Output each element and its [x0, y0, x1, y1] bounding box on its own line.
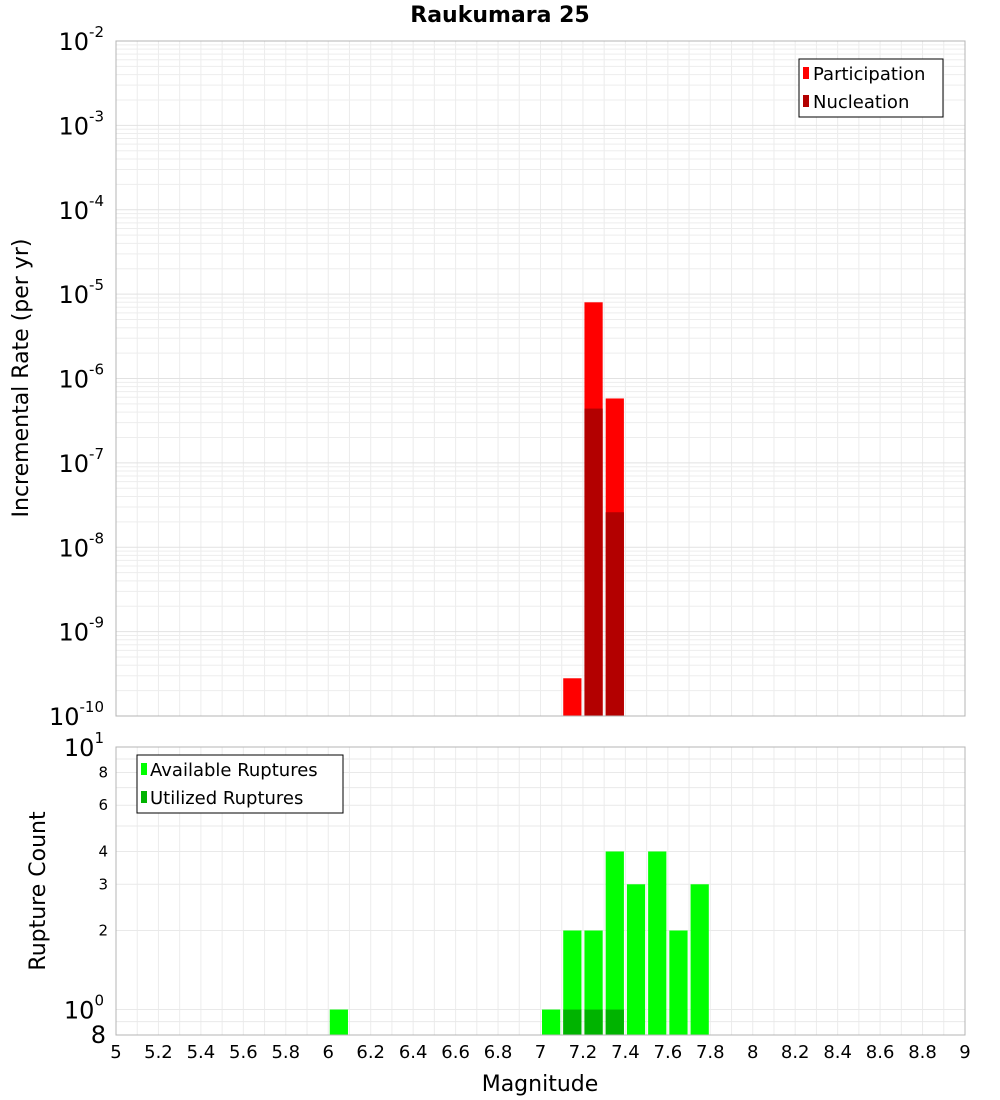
- available-ruptures-bar: [669, 930, 688, 1035]
- x-tick-label: 8.2: [781, 1042, 810, 1063]
- utilized-legend-swatch: [141, 791, 147, 803]
- rate-y-tick-label: 10-2: [58, 23, 104, 56]
- utilized-ruptures-bar: [584, 1009, 603, 1035]
- rate-grid: [115, 41, 966, 717]
- rate-y-tick-label: 10-7: [58, 445, 104, 478]
- count-y-tick-label: 3: [98, 875, 108, 893]
- count-y-tick-label: 8: [98, 763, 108, 781]
- rate-legend-box: [798, 58, 944, 118]
- x-axis-label: Magnitude: [482, 1072, 599, 1097]
- x-tick-label: 6.2: [356, 1042, 385, 1063]
- x-tick-label: 5.6: [229, 1042, 258, 1063]
- rate-y-tick-label: 10-5: [58, 276, 104, 309]
- count-bars: [329, 851, 709, 1035]
- x-tick-label: 8.6: [866, 1042, 895, 1063]
- rate-y-tick-label: 10-6: [58, 361, 104, 394]
- rate-y-tick-label: 10-3: [58, 107, 104, 140]
- available-legend-swatch: [141, 763, 147, 775]
- count-y-tick-label: 8: [91, 1021, 106, 1049]
- available-legend-label: Available Ruptures: [150, 760, 318, 781]
- rate-y-tick-label: 10-4: [58, 192, 104, 225]
- rate-y-tick-label: 10-8: [58, 529, 104, 562]
- nucleation-bar: [584, 408, 603, 716]
- rate-y-tick-label: 10-10: [49, 698, 104, 731]
- count-legend-box: [136, 754, 344, 814]
- participation-bar: [563, 678, 582, 716]
- x-tick-label: 5.2: [144, 1042, 173, 1063]
- available-ruptures-bar: [563, 930, 582, 1035]
- x-tick-label: 5.4: [187, 1042, 216, 1063]
- x-tick-label: 5: [110, 1042, 121, 1063]
- available-ruptures-bar: [690, 884, 709, 1035]
- count-y-axis-label: Rupture Count: [26, 811, 51, 971]
- rate-y-axis-label: Incremental Rate (per yr): [9, 239, 34, 518]
- nucleation-bar: [605, 512, 624, 716]
- participation-legend-swatch: [803, 67, 809, 79]
- x-tick-label: 7.4: [611, 1042, 640, 1063]
- count-y-tick-label: 100: [64, 992, 104, 1025]
- rate-y-tick-label: 10-9: [58, 614, 104, 647]
- x-tick-label: 8.8: [908, 1042, 937, 1063]
- participation-legend-label: Participation: [813, 64, 925, 85]
- x-tick-label: 6.4: [399, 1042, 428, 1063]
- rate-plot-border: [115, 40, 966, 717]
- count-x-ticks: 5 5.2 5.4 5.6 5.8 6 6.2 6.4 6.6 6.8 7 7.2 7.4 7.6 7.8 8…: [110, 1042, 970, 1063]
- rate-bars: [563, 302, 624, 716]
- utilized-ruptures-bar: [605, 1009, 624, 1035]
- nucleation-legend-label: Nucleation: [813, 92, 909, 113]
- x-tick-label: 6.8: [484, 1042, 513, 1063]
- available-ruptures-bar: [626, 884, 646, 1035]
- available-ruptures-bar: [648, 851, 667, 1035]
- x-tick-label: 7.2: [569, 1042, 598, 1063]
- utilized-ruptures-bar: [563, 1009, 582, 1035]
- rate-panel: 10-10 10-9 10-8 10-7 10-6 10-5 10-4 10-3 10-2 In…: [9, 23, 966, 731]
- chart-title: Raukumara 25: [410, 3, 589, 28]
- x-tick-label: 7: [535, 1042, 546, 1063]
- available-ruptures-bar: [605, 851, 624, 1035]
- available-ruptures-bar: [542, 1009, 561, 1035]
- x-tick-label: 8.4: [823, 1042, 852, 1063]
- nucleation-legend-swatch: [803, 95, 809, 107]
- x-tick-label: 5.8: [271, 1042, 300, 1063]
- rate-legend: Participation Nucleation: [798, 58, 944, 118]
- x-tick-label: 6.6: [441, 1042, 470, 1063]
- count-y-tick-label: 2: [98, 922, 108, 940]
- x-tick-label: 8: [747, 1042, 758, 1063]
- x-tick-label: 6: [323, 1042, 334, 1063]
- count-y-tick-label: 4: [98, 842, 108, 860]
- utilized-legend-label: Utilized Ruptures: [150, 788, 303, 809]
- count-y-tick-label: 101: [64, 729, 104, 762]
- rate-y-ticks: 10-10 10-9 10-8 10-7 10-6 10-5 10-4 10-3 10-2: [49, 23, 104, 731]
- x-tick-label: 7.8: [696, 1042, 725, 1063]
- x-tick-label: 7.6: [654, 1042, 683, 1063]
- x-tick-label: 9: [959, 1042, 970, 1063]
- available-ruptures-bar: [584, 930, 603, 1035]
- count-legend: Available Ruptures Utilized Ruptures: [136, 754, 344, 814]
- available-ruptures-bar: [329, 1009, 348, 1035]
- count-plot-border: [115, 746, 966, 1036]
- count-y-tick-label: 6: [98, 796, 108, 814]
